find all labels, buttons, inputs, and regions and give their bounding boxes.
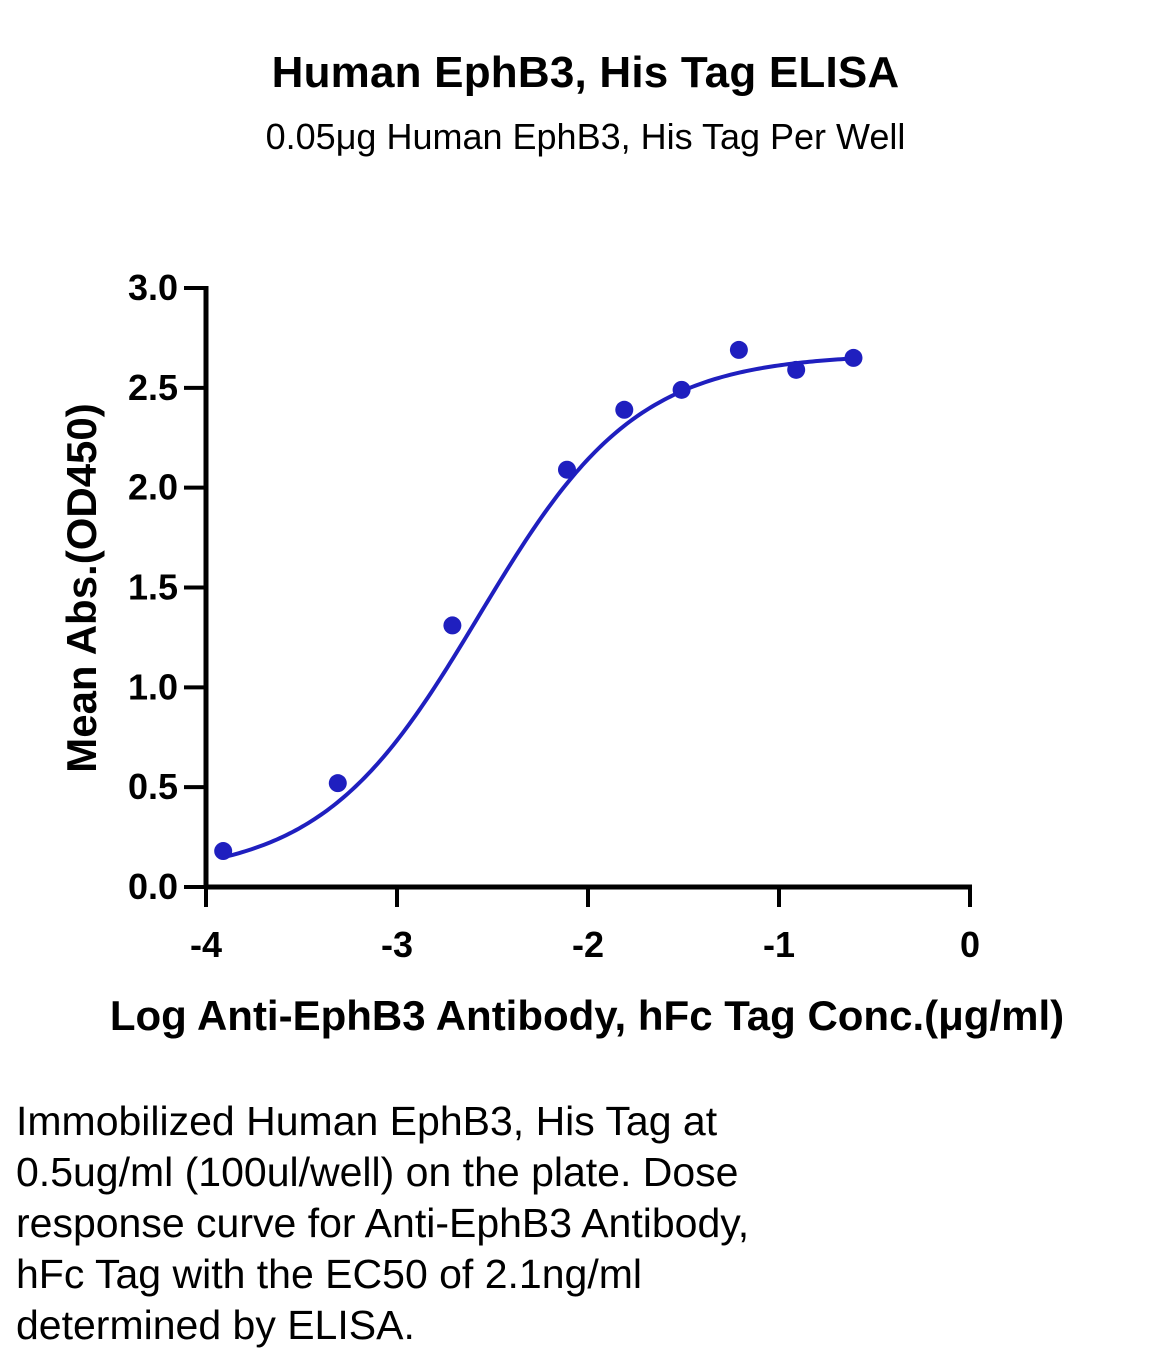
y-tick-label: 2.0 xyxy=(128,467,178,508)
chart-subtitle: 0.05μg Human EphB3, His Tag Per Well xyxy=(265,116,906,157)
data-point xyxy=(787,360,806,379)
y-axis-title: Mean Abs.(OD450) xyxy=(58,403,105,773)
data-point xyxy=(844,348,863,367)
x-tick-label: -3 xyxy=(381,924,413,965)
fit-curve xyxy=(221,356,856,860)
y-tick-label: 0.5 xyxy=(128,766,178,807)
figure-caption: Immobilized Human EphB3, His Tag at 0.5u… xyxy=(16,1096,1076,1351)
data-point xyxy=(443,616,462,635)
x-tick-label: -4 xyxy=(190,924,222,965)
data-point xyxy=(214,842,233,861)
data-point xyxy=(328,774,347,793)
y-tick-label: 1.5 xyxy=(128,567,178,608)
y-tick-label: 3.0 xyxy=(128,267,178,308)
data-point xyxy=(557,460,576,479)
fit-curve-layer xyxy=(221,356,856,860)
y-tick-label: 2.5 xyxy=(128,367,178,408)
data-point xyxy=(729,340,748,359)
caption-line: 0.5ug/ml (100ul/well) on the plate. Dose xyxy=(16,1149,739,1195)
data-points xyxy=(214,340,863,861)
caption-line: response curve for Anti-EphB3 Antibody, xyxy=(16,1200,750,1246)
data-point xyxy=(615,400,634,419)
x-axis-title: Log Anti-EphB3 Antibody, hFc Tag Conc.(μ… xyxy=(110,992,1064,1039)
chart-title: Human EphB3, His Tag ELISA xyxy=(271,48,900,97)
y-tick-label: 1.0 xyxy=(128,666,178,707)
data-point xyxy=(672,380,691,399)
x-tick-label: -2 xyxy=(572,924,604,965)
axis-labels: 0.0 0.5 1.0 1.5 2.0 2.5 3.0 -4 -3 -2 -1 0 Log Anti-E… xyxy=(58,267,1064,1039)
axes xyxy=(184,286,972,907)
x-tick-label: 0 xyxy=(960,924,980,965)
caption-line: determined by ELISA. xyxy=(16,1302,415,1348)
caption-line: Immobilized Human EphB3, His Tag at xyxy=(16,1098,718,1144)
x-tick-label: -1 xyxy=(763,924,795,965)
elisa-chart: 0.0 0.5 1.0 1.5 2.0 2.5 3.0 -4 -3 -2 -1 0 Log Anti-E… xyxy=(58,267,1064,1039)
y-tick-label: 0.0 xyxy=(128,866,178,907)
caption-line: hFc Tag with the EC50 of 2.1ng/ml xyxy=(16,1251,642,1297)
